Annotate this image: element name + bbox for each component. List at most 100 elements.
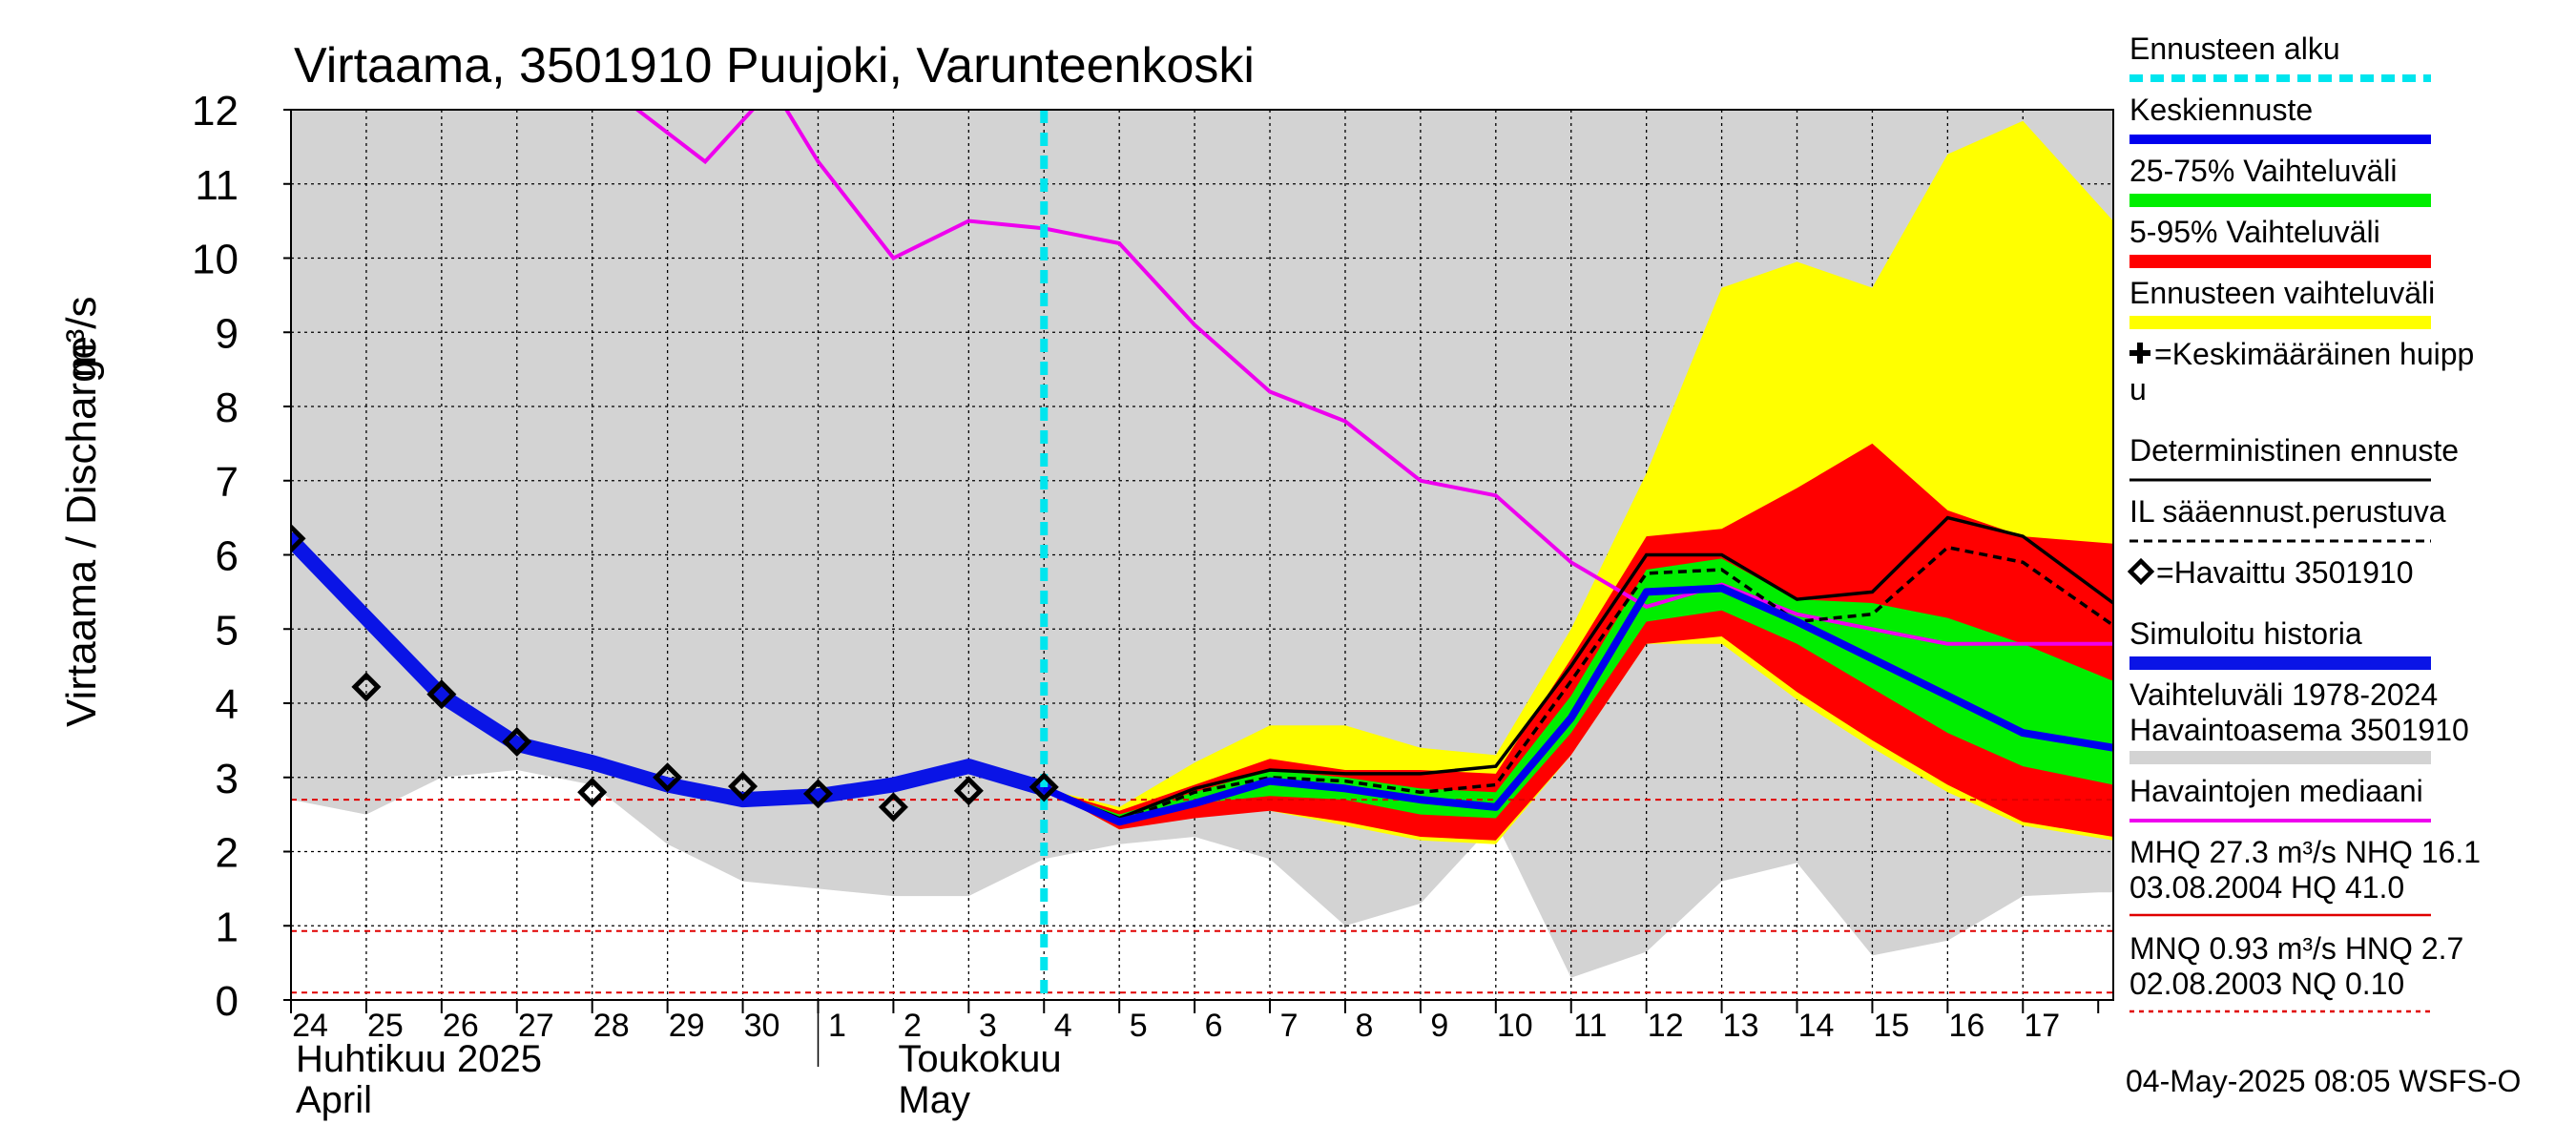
x-tick-label: 11	[1573, 1008, 1607, 1044]
x-tick-label: 7	[1280, 1008, 1298, 1044]
x-tick-label: 17	[2024, 1008, 2060, 1044]
y-tick-label: 1	[216, 904, 239, 950]
observed-point	[728, 771, 758, 802]
y-tick-label: 9	[216, 310, 239, 357]
x-tick-label: 9	[1430, 1008, 1448, 1044]
observed-point	[291, 523, 306, 553]
legend-item: Vaihteluväli 1978-2024 Havaintoasema 350…	[2129, 677, 2469, 764]
il-forecast-line	[1043, 545, 2113, 824]
legend-label: =Havaittu 3501910	[2156, 555, 2414, 590]
legend-plus-icon	[2129, 343, 2150, 364]
legend-item: IL sääennust.perustuva	[2129, 494, 2446, 543]
month-label-en: April	[296, 1079, 372, 1121]
legend-item: Havaintojen mediaani	[2129, 774, 2431, 822]
observed-point	[953, 776, 984, 806]
observed-point	[802, 779, 834, 809]
legend-item: Keskiennuste	[2129, 93, 2431, 144]
legend-label: Ennusteen alku	[2129, 31, 2340, 66]
legend-label: Keskiennuste	[2129, 93, 2313, 127]
legend-item: 5-95% Vaihteluväli	[2129, 215, 2431, 268]
observed-point	[426, 679, 457, 710]
y-axis-unit: m³/s	[58, 296, 105, 378]
band-5-95-area	[1044, 443, 2113, 841]
plot-area	[291, 110, 2113, 1000]
x-tick-label: 14	[1798, 1008, 1835, 1044]
mean-forecast-line	[1042, 584, 2113, 826]
history-range-layer	[291, 110, 2113, 978]
month-label-en: May	[898, 1079, 970, 1121]
x-tick-label: 3	[979, 1008, 997, 1044]
observed-point	[878, 792, 908, 822]
legend-label: MHQ 27.3 m³/s NHQ 16.1	[2129, 835, 2481, 869]
x-tick-label: 5	[1130, 1008, 1148, 1044]
legend-item: =Havaittu 3501910	[2127, 555, 2414, 590]
x-tick-label: 13	[1723, 1008, 1759, 1044]
observed-point	[502, 726, 532, 757]
chart-title: Virtaama, 3501910 Puujoki, Varunteenkosk…	[294, 38, 1255, 94]
month-label-fi: Huhtikuu 2025	[296, 1038, 542, 1080]
legend-label: Ennusteen vaihteluväli	[2129, 276, 2435, 310]
y-tick-label: 5	[216, 607, 239, 654]
legend-label: IL sääennust.perustuva	[2129, 494, 2446, 529]
x-tick-label: 1	[828, 1008, 846, 1044]
x-tick-label: 30	[744, 1008, 780, 1044]
y-tick-label: 7	[216, 459, 239, 506]
y-tick-label: 6	[216, 533, 239, 580]
y-tick-label: 3	[216, 756, 239, 802]
legend: Ennusteen alku Keskiennuste 25-75% Vaihtel…	[2127, 31, 2481, 1013]
simulated-history-line	[291, 531, 1052, 808]
legend-label: 5-95% Vaihteluväli	[2129, 215, 2380, 249]
y-axis-label: Virtaama / Discharge	[58, 336, 105, 727]
legend-label-2: 02.08.2003 NQ 0.10	[2129, 967, 2404, 1001]
x-tick-label: 27	[518, 1008, 554, 1044]
y-tick-label: 11	[195, 162, 239, 209]
legend-item: Ennusteen vaihteluväli	[2129, 276, 2435, 329]
x-tick-label: 2	[904, 1008, 922, 1044]
history-range-area	[291, 110, 2113, 978]
y-tick-label: 0	[216, 978, 239, 1025]
observed-point	[653, 762, 683, 793]
legend-label: MNQ 0.93 m³/s HNQ 2.7	[2129, 931, 2463, 966]
median-observed-line	[634, 110, 2113, 646]
x-tick-label: 12	[1648, 1008, 1684, 1044]
observations-layer	[291, 523, 1059, 822]
legend-item: Deterministinen ennuste	[2129, 433, 2459, 482]
x-tick-label: 24	[292, 1008, 328, 1044]
x-tick-label: 15	[1874, 1008, 1910, 1044]
legend-label-2: Havaintoasema 3501910	[2129, 713, 2469, 747]
y-tick-label: 2	[216, 830, 239, 877]
x-tick-label: 8	[1355, 1008, 1373, 1044]
legend-item: Ennusteen alku	[2129, 31, 2431, 82]
legend-label: =Keskimääräinen huipp	[2154, 337, 2474, 371]
legend-label: 25-75% Vaihteluväli	[2129, 154, 2397, 188]
observed-point	[577, 777, 608, 807]
deterministic-forecast-line	[1043, 515, 2113, 821]
month-label-fi: Toukokuu	[898, 1038, 1061, 1080]
legend-label: Vaihteluväli 1978-2024	[2129, 677, 2438, 712]
footer-timestamp: 04-May-2025 08:05 WSFS-O	[2126, 1064, 2521, 1098]
x-tick-label: 10	[1497, 1008, 1533, 1044]
y-tick-label: 10	[192, 237, 239, 283]
series-lines-layer	[291, 110, 2113, 1000]
x-tick-label: 6	[1205, 1008, 1223, 1044]
legend-item: MNQ 0.93 m³/s HNQ 2.702.08.2003 NQ 0.10	[2129, 931, 2463, 1013]
legend-label: Havaintojen mediaani	[2129, 774, 2423, 808]
x-tick-label: 29	[669, 1008, 705, 1044]
observed-point	[1028, 772, 1059, 802]
x-tick-label: 4	[1054, 1008, 1072, 1044]
y-tick-label: 8	[216, 385, 239, 431]
legend-item: 25-75% Vaihteluväli	[2129, 154, 2431, 207]
x-tick-label: 16	[1948, 1008, 1984, 1044]
legend-label: Simuloitu historia	[2129, 616, 2362, 651]
legend-item: MHQ 27.3 m³/s NHQ 16.103.08.2004 HQ 41.0	[2129, 835, 2481, 917]
x-tick-label: 25	[367, 1008, 404, 1044]
legend-label: Deterministinen ennuste	[2129, 433, 2459, 468]
legend-diamond-icon	[2127, 557, 2155, 586]
observed-point	[351, 672, 382, 702]
legend-label-2: u	[2129, 372, 2147, 406]
legend-label-2: 03.08.2004 HQ 41.0	[2129, 870, 2404, 905]
legend-item: Simuloitu historia	[2129, 616, 2431, 670]
